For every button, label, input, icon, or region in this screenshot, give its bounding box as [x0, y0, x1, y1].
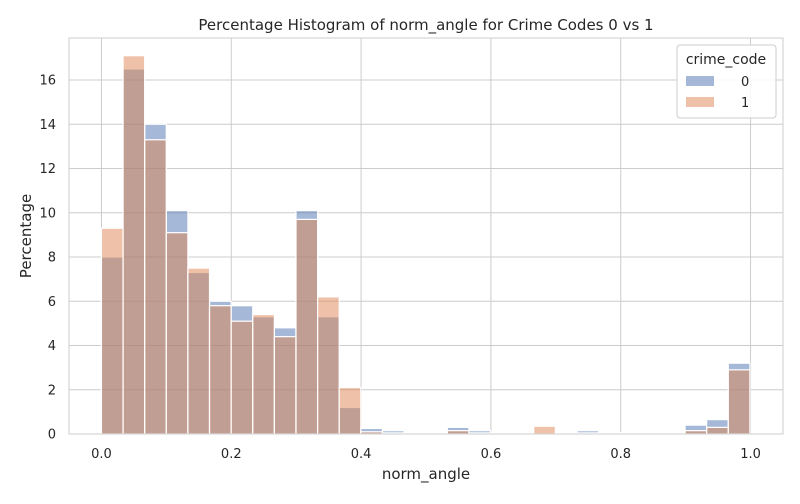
x-tick-label: 0.6	[481, 447, 502, 462]
histogram-bar-series-1	[317, 296, 340, 435]
histogram-bar-series-1	[122, 55, 146, 435]
histogram-bar-series-1	[187, 267, 211, 435]
histogram-bar-series-1	[273, 336, 297, 435]
legend-label-0: 0	[741, 75, 749, 90]
bars-layer	[100, 55, 751, 435]
y-tick-label: 4	[48, 339, 56, 354]
legend-swatch-0	[686, 76, 714, 86]
histogram-bar-series-1	[338, 386, 362, 435]
histogram-bar-series-1	[144, 139, 167, 435]
histogram-bar-series-1	[230, 320, 254, 435]
x-tick-label: 0.4	[351, 447, 372, 462]
histogram-bar-series-1	[295, 218, 319, 435]
histogram-bar-series-1	[533, 425, 556, 435]
y-axis-label: Percentage	[17, 194, 35, 278]
y-tick-label: 0	[48, 428, 56, 443]
y-tick-labels: 0 2 4 6 8 10 12 14 16	[39, 74, 56, 443]
histogram-bar-series-1	[208, 305, 232, 435]
y-tick-label: 8	[48, 251, 56, 266]
legend-title: crime_code	[686, 52, 766, 68]
x-tick-labels: 0.0 0.2 0.4 0.6 0.8 1.0	[91, 447, 761, 462]
histogram-bar-series-1	[727, 369, 751, 435]
y-tick-label: 14	[39, 118, 56, 133]
plot-frame	[68, 37, 784, 435]
x-tick-label: 0.8	[610, 447, 631, 462]
y-tick-label: 12	[39, 162, 56, 177]
histogram-bar-series-1	[100, 227, 124, 435]
x-tick-label: 0.2	[221, 447, 242, 462]
x-tick-label: 0.0	[91, 447, 112, 462]
histogram-bar-series-1	[165, 232, 189, 435]
histogram-bar-series-1	[706, 426, 729, 435]
y-tick-label: 2	[48, 383, 56, 398]
legend-swatch-1	[686, 97, 714, 107]
chart-title: Percentage Histogram of norm_angle for C…	[198, 16, 653, 35]
y-tick-label: 16	[39, 74, 56, 89]
x-tick-label: 1.0	[740, 447, 761, 462]
y-tick-label: 6	[48, 295, 56, 310]
histogram-bar-series-1	[252, 313, 275, 435]
legend-label-1: 1	[741, 96, 749, 111]
y-tick-label: 10	[39, 206, 56, 221]
x-axis-label: norm_angle	[382, 465, 470, 484]
legend: crime_code 0 1	[676, 44, 777, 119]
